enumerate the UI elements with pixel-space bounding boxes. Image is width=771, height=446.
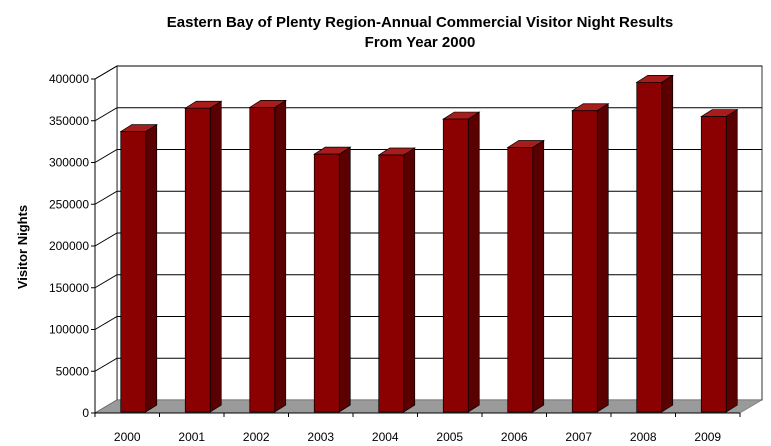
bar [507, 147, 534, 413]
gridline [94, 190, 762, 205]
x-tick-label: 2009 [694, 430, 721, 444]
x-tick-label: 2007 [565, 430, 592, 444]
bar-side [274, 99, 287, 413]
bar [249, 107, 276, 413]
gridline [94, 232, 762, 247]
gridline [94, 316, 762, 330]
bar [700, 116, 727, 413]
bar-side [532, 139, 545, 413]
bar [636, 81, 663, 413]
gridline [94, 274, 762, 289]
bar-side [596, 103, 609, 413]
bar-side [403, 147, 416, 413]
x-tick-label: 2005 [436, 430, 463, 444]
x-tick-label: 2008 [630, 430, 657, 444]
chart-title: Eastern Bay of Plenty Region-Annual Comm… [167, 14, 674, 31]
bar-side [338, 146, 351, 413]
y-tick-label: 250000 [49, 197, 89, 211]
y-tick-label: 50000 [56, 364, 90, 378]
bar-side [145, 123, 158, 413]
bar [378, 154, 405, 413]
y-tick-label: 100000 [49, 323, 89, 337]
y-tick-label: 350000 [49, 114, 89, 128]
bar-side [725, 108, 738, 413]
x-tick-label: 2006 [501, 430, 528, 444]
gridline [94, 107, 762, 122]
bar-side [661, 74, 674, 413]
y-axis-label: Visitor Nights [15, 205, 30, 289]
gridline [94, 65, 762, 80]
plot-area: 0 50000 100000 150000 200000 250000 300000 3500… [49, 65, 764, 444]
gridline [94, 357, 762, 372]
y-tick-label: 300000 [49, 156, 89, 170]
bar-side [209, 100, 222, 413]
y-tick-label: 150000 [49, 281, 89, 295]
x-tick-label: 2000 [114, 430, 141, 444]
y-tick-label: 200000 [49, 239, 89, 253]
x-tick-label: 2004 [372, 430, 399, 444]
bar [120, 131, 147, 413]
y-tick-label: 0 [82, 406, 89, 420]
bar [442, 118, 469, 413]
chart-subtitle: From Year 2000 [365, 34, 476, 51]
x-tick-label: 2001 [178, 430, 205, 444]
bar [571, 110, 598, 413]
x-tick-label: 2003 [307, 430, 334, 444]
bar [184, 107, 211, 413]
x-tick-label: 2002 [243, 430, 270, 444]
bar-side [467, 111, 480, 413]
gridline [94, 149, 762, 163]
y-tick-label: 400000 [49, 72, 89, 86]
bar [313, 153, 340, 413]
